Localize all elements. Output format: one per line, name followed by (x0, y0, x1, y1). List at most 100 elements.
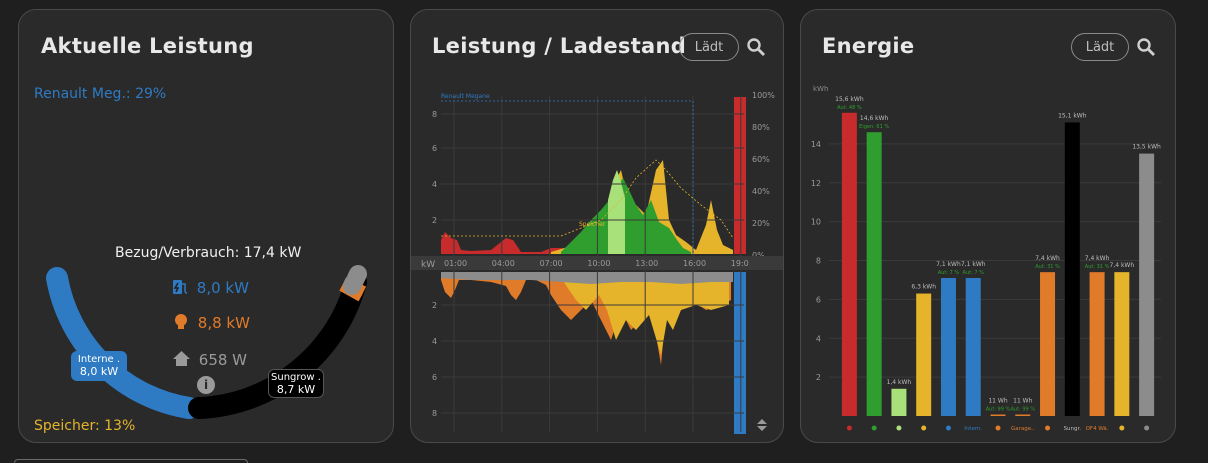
bar-value-label: 11 Wh (1013, 398, 1032, 405)
consumption-area (441, 272, 746, 434)
bar-value-label: 13,5 kWh (1132, 144, 1161, 151)
pct-tick-label: 60% (752, 155, 770, 164)
wallbox-row[interactable]: 8,0 kW (171, 278, 249, 297)
y-tick-label: 8 (432, 409, 437, 418)
y-tick-label: 12 (811, 179, 821, 188)
pct-tick-label: 100% (752, 91, 775, 100)
y-tick-label: 10 (811, 218, 821, 227)
total-consumption-label: Bezug/Verbrauch: 17,4 kW (115, 245, 302, 261)
production-area (441, 97, 746, 254)
x-tick-label: 04:00 (492, 259, 515, 268)
export-area (608, 170, 625, 254)
sort-toggle-icon[interactable] (756, 418, 768, 432)
bar-sub-label: Aut: 48 % (837, 105, 862, 111)
energy-search-icon[interactable] (1136, 37, 1156, 57)
info-icon[interactable]: i (197, 376, 215, 394)
energy-bar (940, 277, 956, 416)
y-tick-label: 8 (432, 110, 437, 119)
bar-sub-label: Aut: 99 % (986, 407, 1011, 413)
y-tick-label: 4 (432, 180, 437, 189)
bar-value-label: 15,6 kWh (835, 96, 864, 103)
bar-category-label: OF4 Wä. (1086, 426, 1109, 432)
grid-import-area (561, 178, 691, 254)
bar-category-icon (1045, 425, 1051, 431)
source-left-name: Interne . (77, 354, 121, 365)
x-tick-label: 13:00 (635, 259, 658, 268)
bar-category-icon (846, 425, 852, 431)
y-tick-label: 6 (432, 373, 437, 382)
battery-discharge-area (441, 232, 571, 254)
storage-legend-label: Speicher (579, 221, 606, 228)
kw-unit-label: kW (421, 260, 436, 270)
x-tick-label: 19:0 (731, 259, 749, 268)
energy-bar (1015, 414, 1031, 416)
source-right-value: 8,7 kW (276, 383, 316, 396)
y-tick-label: 2 (816, 373, 821, 382)
y-tick-label: 6 (432, 144, 437, 153)
search-icon[interactable] (746, 37, 766, 57)
x-tick-label: 01:00 (444, 259, 467, 268)
energy-bar (916, 293, 932, 416)
source-bubble-left[interactable]: Interne . 8,0 kW (71, 351, 127, 381)
y-tick-label: 8 (816, 257, 821, 266)
grid-arc-tip (343, 265, 367, 295)
bar-category-icon (921, 425, 927, 431)
energy-bar (1064, 122, 1080, 417)
bar-category-icon (896, 425, 902, 431)
ev-charger-icon (173, 280, 188, 294)
energy-bar (841, 112, 857, 417)
power-timeseries-chart[interactable]: 8 6 4 2 2 4 6 8 100% 80% 60% 40% 20% 0% 01:00 04:00 07:0… (411, 10, 784, 443)
y-tick-label: 2 (432, 216, 437, 225)
y-tick-label: 4 (432, 337, 437, 346)
bar-sub-label: Aut: 31 % (1085, 264, 1110, 270)
house-power-value: 658 W (198, 351, 248, 369)
storage-soc-label[interactable]: Speicher: 13% (34, 418, 136, 434)
bar-category-icon (871, 425, 877, 431)
house-row[interactable]: 658 W (172, 350, 247, 369)
bar-category-icon (945, 425, 951, 431)
battery-column (734, 97, 746, 254)
wallbox-power-value: 8,0 kW (196, 279, 249, 297)
bar-value-label: 7,4 kWh (1035, 255, 1060, 262)
source-left-value: 8,0 kW (79, 365, 119, 378)
bulb-icon (175, 314, 187, 329)
bar-value-label: 7,1 kWh (936, 261, 961, 268)
loading-button[interactable]: Lädt (679, 33, 739, 61)
bar-category-icon (1144, 425, 1150, 431)
bar-category-label: Sungr. (1064, 426, 1082, 432)
y-tick-label: 6 (816, 295, 821, 304)
source-bubble-right[interactable]: Sungrow . 8,7 kW (268, 369, 324, 398)
pct-tick-label: 20% (752, 219, 770, 228)
energy-bar (965, 277, 981, 416)
home-icon (173, 351, 190, 366)
bar-category-label: Intern. (964, 426, 982, 432)
house-area (441, 272, 733, 284)
bar-value-label: 7,4 kWh (1110, 262, 1135, 269)
pct-tick-label: 40% (752, 187, 770, 196)
bar-sub-label: Aut: 31 % (1035, 264, 1060, 270)
bar-value-label: 1,4 kWh (887, 379, 912, 386)
bar-sub-label: Aut: 7 % (938, 270, 960, 276)
energy-bar (866, 132, 882, 416)
power-history-card: Leistung / Ladestand Lädt 8 6 4 2 2 4 6 8 100% 80… (410, 9, 784, 443)
bar-value-label: 14,6 kWh (860, 115, 889, 122)
power-card: Aktuelle Leistung Renault Meg.: 29% Bezu… (18, 9, 394, 443)
x-tick-label: 10:00 (587, 259, 610, 268)
energy-bar (1089, 272, 1105, 416)
bar-value-label: 7,1 kWh (961, 261, 986, 268)
energy-title: Energie (822, 34, 915, 58)
time-axis-band (411, 256, 783, 270)
kwh-unit-label: kWh (813, 85, 829, 93)
y-tick-label: 2 (432, 301, 437, 310)
car-charge-column (734, 272, 746, 434)
energy-bar (891, 388, 907, 416)
energy-loading-button[interactable]: Lädt (1071, 33, 1129, 61)
energy-bar-chart[interactable]: 14 12 10 8 6 4 2 15,6 kWh Aut: 48 % 14,6 kWh Eigen… (801, 10, 1176, 443)
heating-row[interactable]: 8,8 kW (174, 313, 250, 332)
next-card-edge (14, 459, 248, 463)
bar-value-label: 11 Wh (988, 398, 1007, 405)
ev-soc-label[interactable]: Renault Meg.: 29% (34, 86, 167, 102)
bar-sub-label: Aut: 7 % (963, 270, 985, 276)
house-consumption-arc (46, 267, 200, 419)
y-tick-label: 4 (816, 334, 821, 343)
